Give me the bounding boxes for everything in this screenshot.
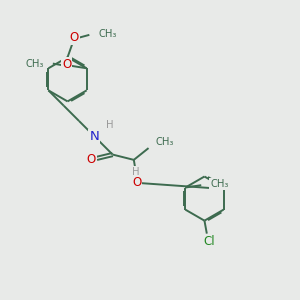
Text: N: N	[89, 130, 99, 143]
Text: Cl: Cl	[203, 235, 215, 248]
Text: O: O	[62, 58, 71, 71]
Text: CH₃: CH₃	[210, 179, 229, 189]
Text: CH₃: CH₃	[98, 29, 117, 39]
Text: H: H	[106, 120, 113, 130]
Text: O: O	[87, 153, 96, 167]
Text: H: H	[131, 167, 139, 177]
Text: O: O	[132, 176, 141, 189]
Text: CH₃: CH₃	[155, 137, 173, 147]
Text: O: O	[69, 31, 79, 44]
Text: CH₃: CH₃	[26, 58, 44, 69]
